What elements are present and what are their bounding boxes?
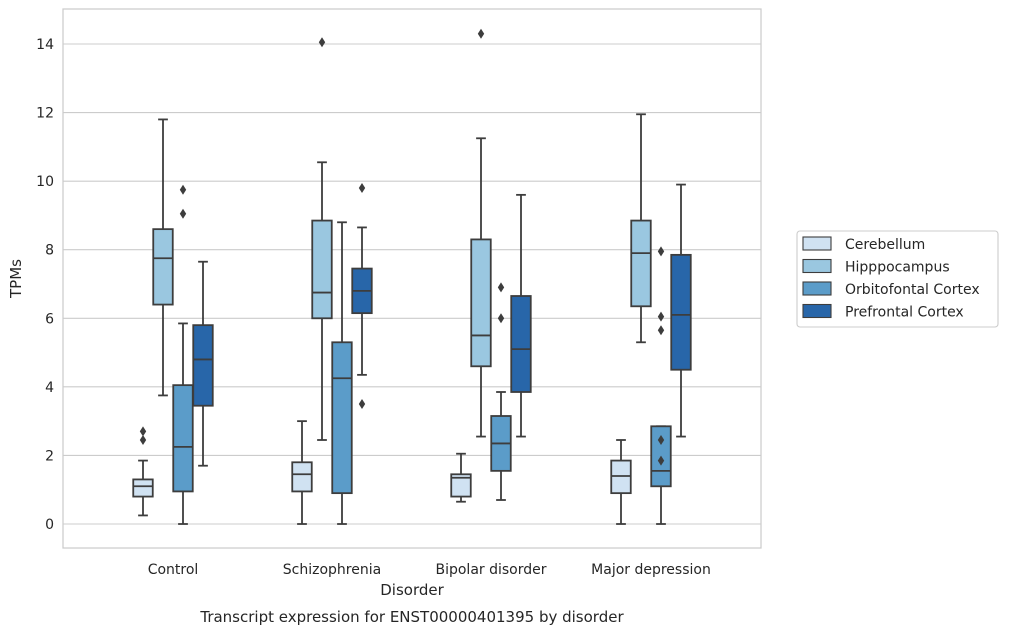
y-tick-label: 0	[45, 517, 54, 533]
outlier-point	[657, 325, 665, 336]
box-cerebellum-2	[450, 452, 472, 503]
box-body	[152, 228, 174, 306]
legend-swatch	[802, 236, 832, 251]
box-series	[132, 28, 692, 525]
outlier-point	[497, 282, 505, 293]
outlier-point	[497, 313, 505, 324]
box-body	[630, 219, 652, 308]
x-tick-label: Schizophrenia	[283, 562, 381, 578]
outlier-point	[139, 426, 147, 437]
box-orbitofontal-cortex-1	[331, 221, 353, 525]
y-tick-labels: 0 2 4 6 8 10 12 14	[36, 37, 54, 533]
box-cerebellum-0	[132, 426, 154, 517]
legend-label: Prefrontal Cortex	[845, 305, 964, 321]
box-hipppocampus-2	[470, 28, 492, 438]
box-hipppocampus-0	[152, 118, 174, 397]
box-orbitofontal-cortex-0	[172, 184, 194, 525]
legend-frame	[796, 230, 999, 328]
box-prefrontal-cortex-3	[670, 183, 692, 438]
outlier-point	[358, 183, 366, 193]
legend-label: Cerebellum	[845, 237, 925, 253]
legend-label: Hipppocampus	[845, 260, 950, 276]
box-body	[132, 478, 154, 498]
box-body	[510, 295, 532, 393]
outlier-point	[139, 435, 147, 445]
x-tick-labels: Control Schizophrenia Bipolar disorder Majo…	[148, 562, 711, 578]
outlier-point	[657, 455, 665, 466]
outlier-point	[358, 399, 366, 409]
outlier-point	[477, 28, 485, 39]
box-cerebellum-1	[291, 420, 313, 525]
x-axis-label: Disorder	[380, 581, 444, 599]
box-body	[331, 341, 353, 495]
y-tick-label: 4	[45, 380, 54, 396]
box-orbitofontal-cortex-3	[650, 246, 672, 525]
chart-caption: Transcript expression for ENST0000040139…	[199, 608, 624, 626]
box-body	[291, 461, 313, 493]
y-tick-label: 2	[45, 448, 54, 464]
y-tick-label: 14	[36, 37, 54, 53]
outlier-point	[657, 435, 665, 445]
x-tick-label: Bipolar disorder	[435, 562, 546, 578]
box-orbitofontal-cortex-2	[490, 282, 512, 501]
legend-swatch	[802, 258, 832, 274]
outlier-point	[179, 208, 187, 219]
outlier-point	[657, 246, 665, 257]
box-body	[172, 384, 194, 493]
box-cerebellum-3	[610, 439, 632, 525]
legend-swatch	[802, 303, 832, 319]
plot-frame	[62, 8, 762, 549]
outlier-point	[318, 37, 326, 48]
y-axis-label: TPMs	[7, 259, 25, 299]
box-body	[311, 219, 333, 320]
y-tick-label: 10	[36, 174, 54, 190]
box-prefrontal-cortex-0	[192, 260, 214, 467]
box-body	[670, 253, 692, 371]
box-hipppocampus-1	[311, 37, 333, 441]
box-body	[450, 473, 472, 498]
y-tick-label: 6	[45, 311, 54, 327]
y-tick-label: 12	[36, 106, 54, 122]
box-body	[470, 238, 492, 368]
y-tick-label: 8	[45, 243, 54, 259]
outlier-point	[657, 311, 665, 322]
legend-swatch	[802, 281, 832, 296]
x-tick-label: Major depression	[591, 562, 711, 578]
legend-label: Orbitofontal Cortex	[845, 282, 980, 298]
box-prefrontal-cortex-2	[510, 193, 532, 438]
box-body	[192, 324, 214, 407]
box-hipppocampus-3	[630, 113, 652, 344]
outlier-point	[179, 184, 187, 195]
legend: Cerebellum Hipppocampus Orbitofontal Corte…	[796, 230, 999, 328]
x-tick-label: Control	[148, 562, 199, 578]
box-prefrontal-cortex-1	[351, 183, 373, 409]
